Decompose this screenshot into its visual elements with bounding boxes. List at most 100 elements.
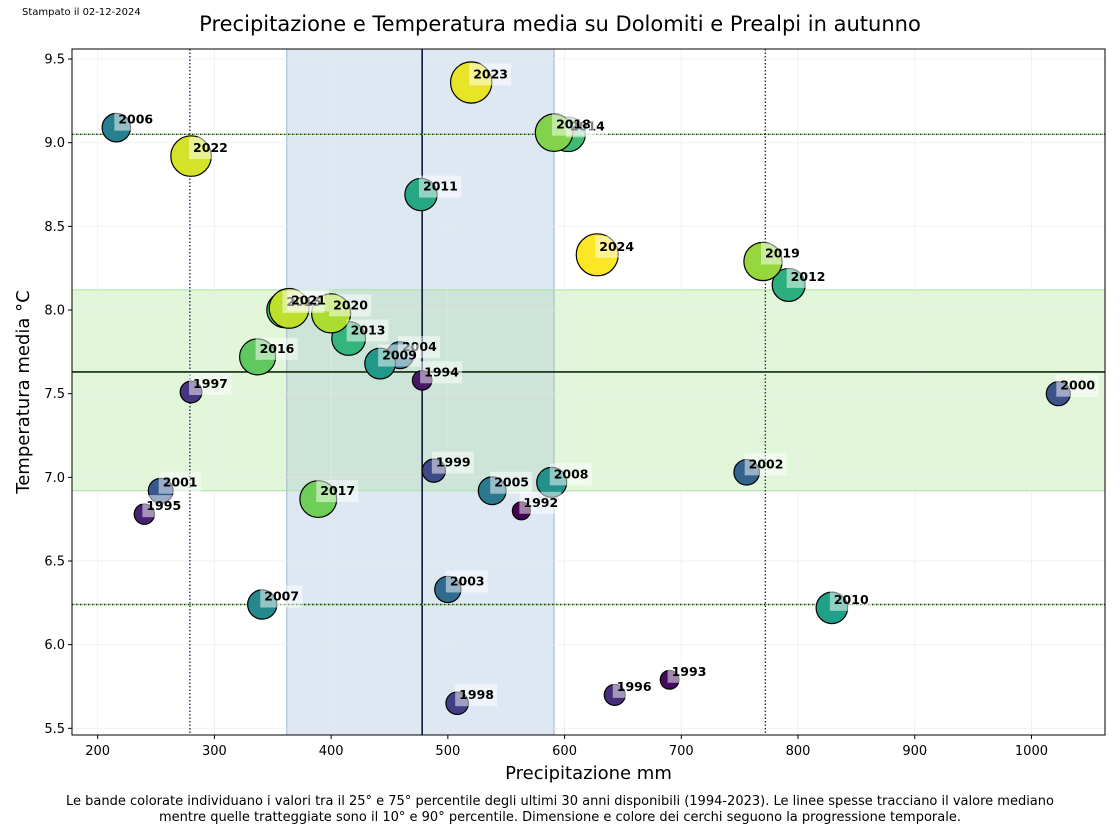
x-tick-label: 300 [202,744,227,759]
label-text: 2017 [320,483,355,498]
y-tick-label: 8.5 [44,220,65,235]
point-label-2002: 2002 [744,453,787,476]
label-text: 2018 [556,117,591,132]
point-label-1994: 1994 [420,361,463,384]
label-text: 2011 [423,179,458,194]
label-background [445,570,488,593]
label-background [490,471,533,494]
label-background [142,495,185,518]
y-tick-label: 5.5 [44,722,65,737]
point-label-2021: 2021 [287,289,330,312]
point-label-2011: 2011 [419,175,462,198]
label-text: 2024 [599,239,634,254]
label-background [761,242,804,265]
label-background [431,451,474,474]
chart-caption: Le bande colorate individuano i valori t… [0,794,1120,826]
label-text: 1999 [436,455,471,470]
label-text: 2022 [193,140,228,155]
point-label-2016: 2016 [255,337,298,360]
label-text: 1998 [459,687,494,702]
point-label-2019: 2019 [761,242,804,265]
x-axis-ticks: 200 300 400 500 600 700 800 900 1000 [85,735,1048,759]
point-label-2007: 2007 [260,585,303,608]
label-text: 2010 [834,592,869,607]
point-label-2017: 2017 [316,480,359,503]
point-label-2009: 2009 [378,344,421,367]
plot-frame [71,48,1106,736]
label-background [419,175,462,198]
point-label-2010: 2010 [829,588,872,611]
point-label-1997: 1997 [189,373,232,395]
label-background [189,373,232,395]
label-background [744,453,787,476]
label-text: 2001 [163,475,198,490]
label-text: 2005 [494,475,529,490]
label-background [329,294,372,317]
label-text: 2020 [333,297,368,312]
caption-line-1: Le bande colorate individuano i valori t… [66,794,1054,809]
label-text: 2023 [473,66,508,81]
y-tick-label: 7.5 [44,387,65,402]
point-label-2003: 2003 [445,570,488,593]
label-background [469,63,512,86]
y-tick-label: 7.0 [44,471,65,486]
point-label-1995: 1995 [142,495,185,518]
label-background [316,480,359,503]
label-background [667,660,710,683]
x-axis-label: Precipitazione mm [505,763,672,784]
label-background [829,588,872,611]
label-text: 2008 [554,466,589,481]
label-text: 2016 [260,341,295,356]
x-tick-label: 800 [786,744,811,759]
x-tick-label: 500 [435,744,460,759]
label-text: 2019 [765,245,800,260]
x-tick-label: 200 [85,744,110,759]
point-label-2013: 2013 [346,319,389,342]
label-background [420,361,463,384]
x-tick-label: 1000 [1015,744,1048,759]
label-text: 2007 [264,588,299,603]
point-label-2008: 2008 [549,463,592,486]
y-tick-label: 8.0 [44,304,65,319]
point-label-2023: 2023 [469,63,512,86]
point-label-2012: 2012 [786,265,829,288]
label-background [786,265,829,288]
label-background [595,235,638,258]
label-background [552,113,595,136]
point-label-2001: 2001 [158,471,201,494]
point-label-1992: 1992 [519,491,562,514]
x-tick-label: 400 [319,744,344,759]
label-text: 1994 [424,364,459,379]
point-label-2024: 2024 [595,235,638,258]
y-tick-label: 9.0 [44,136,65,151]
label-text: 2013 [351,322,386,337]
point-label-2005: 2005 [490,471,533,494]
temperature-iqr-band [72,289,1105,491]
point-label-1993: 1993 [667,660,710,683]
label-text: 1992 [523,495,558,510]
label-background [378,344,421,367]
point-label-1999: 1999 [431,451,474,474]
label-background [612,675,655,698]
y-tick-label: 6.0 [44,638,65,653]
print-date-stamp: Stampato il 02-12-2024 [22,7,141,18]
label-background [346,319,389,342]
label-text: 2021 [291,292,326,307]
point-label-2020: 2020 [329,294,372,317]
label-background [114,108,157,131]
y-axis-ticks: 5.5 6.0 6.5 7.0 7.5 8.0 8.5 9.0 9.5 [44,53,72,737]
x-tick-label: 900 [902,744,927,759]
x-tick-label: 700 [669,744,694,759]
caption-line-2: mentre quelle tratteggiate sono il 10° e… [159,810,961,825]
label-background [455,684,498,707]
label-background [287,289,330,312]
label-text: 1996 [617,679,652,694]
label-background [158,471,201,494]
point-labels: 1992 1993 1994 1995 1996 1997 1998 1999 2000 2001… [114,63,1099,707]
y-tick-label: 9.5 [44,53,65,68]
y-tick-label: 6.5 [44,554,65,569]
label-background [1056,374,1099,397]
label-text: 2003 [450,573,485,588]
label-background [255,337,298,360]
